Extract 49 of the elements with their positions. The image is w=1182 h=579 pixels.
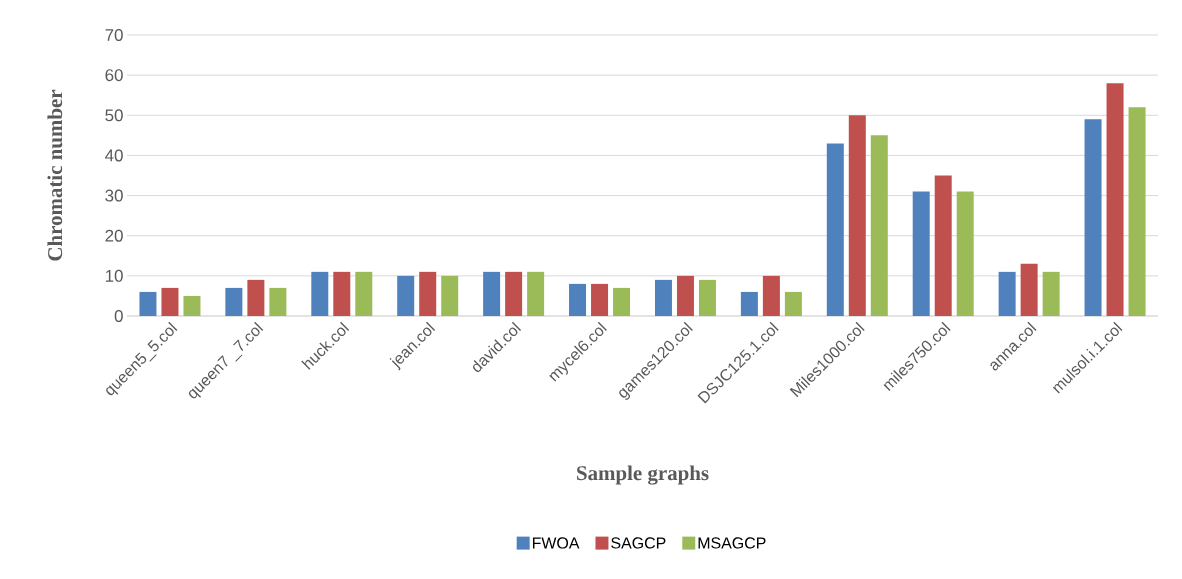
bar (654, 279, 672, 316)
bar (333, 271, 351, 316)
bar (419, 271, 437, 316)
bar (740, 291, 758, 316)
bar (998, 271, 1016, 316)
bar (569, 283, 587, 316)
bar (183, 295, 201, 316)
x-axis-title: Sample graphs (577, 465, 709, 485)
legend-label: FWOA (532, 537, 580, 549)
bar (826, 143, 844, 316)
bar (483, 271, 501, 316)
bar (269, 287, 287, 316)
bar (355, 271, 373, 316)
bar (225, 287, 243, 316)
bar (139, 291, 157, 316)
y-tick-label: 70 (105, 29, 123, 41)
y-tick-label: 50 (105, 109, 123, 122)
y-tick-label: 10 (105, 269, 123, 282)
bar (762, 275, 780, 316)
legend-label: MSAGCP (698, 537, 766, 549)
y-axis-title: Chromatic number (47, 89, 63, 261)
bar (1106, 83, 1124, 316)
bar (527, 271, 545, 316)
bar (1084, 119, 1102, 316)
bar (247, 279, 265, 316)
bar (161, 287, 179, 316)
y-tick-label: 60 (105, 69, 123, 82)
bar (311, 271, 329, 316)
y-tick-label: 40 (105, 149, 123, 162)
bar (956, 191, 974, 316)
bar (591, 283, 609, 316)
bar (613, 287, 631, 316)
y-tick-label: 20 (105, 229, 123, 242)
bar (676, 275, 694, 316)
y-tick-label: 0 (114, 310, 123, 322)
bar (698, 279, 716, 316)
legend-label: SAGCP (611, 537, 666, 549)
bar (441, 275, 459, 316)
bar (1128, 107, 1146, 316)
bar (848, 115, 866, 316)
bar (870, 135, 888, 316)
bar (1020, 263, 1038, 316)
bar (912, 191, 930, 316)
y-tick-label: 30 (105, 189, 123, 202)
bar (505, 271, 523, 316)
bar (397, 275, 415, 316)
bar (784, 291, 802, 316)
bar (934, 175, 952, 316)
bar (1042, 271, 1060, 316)
